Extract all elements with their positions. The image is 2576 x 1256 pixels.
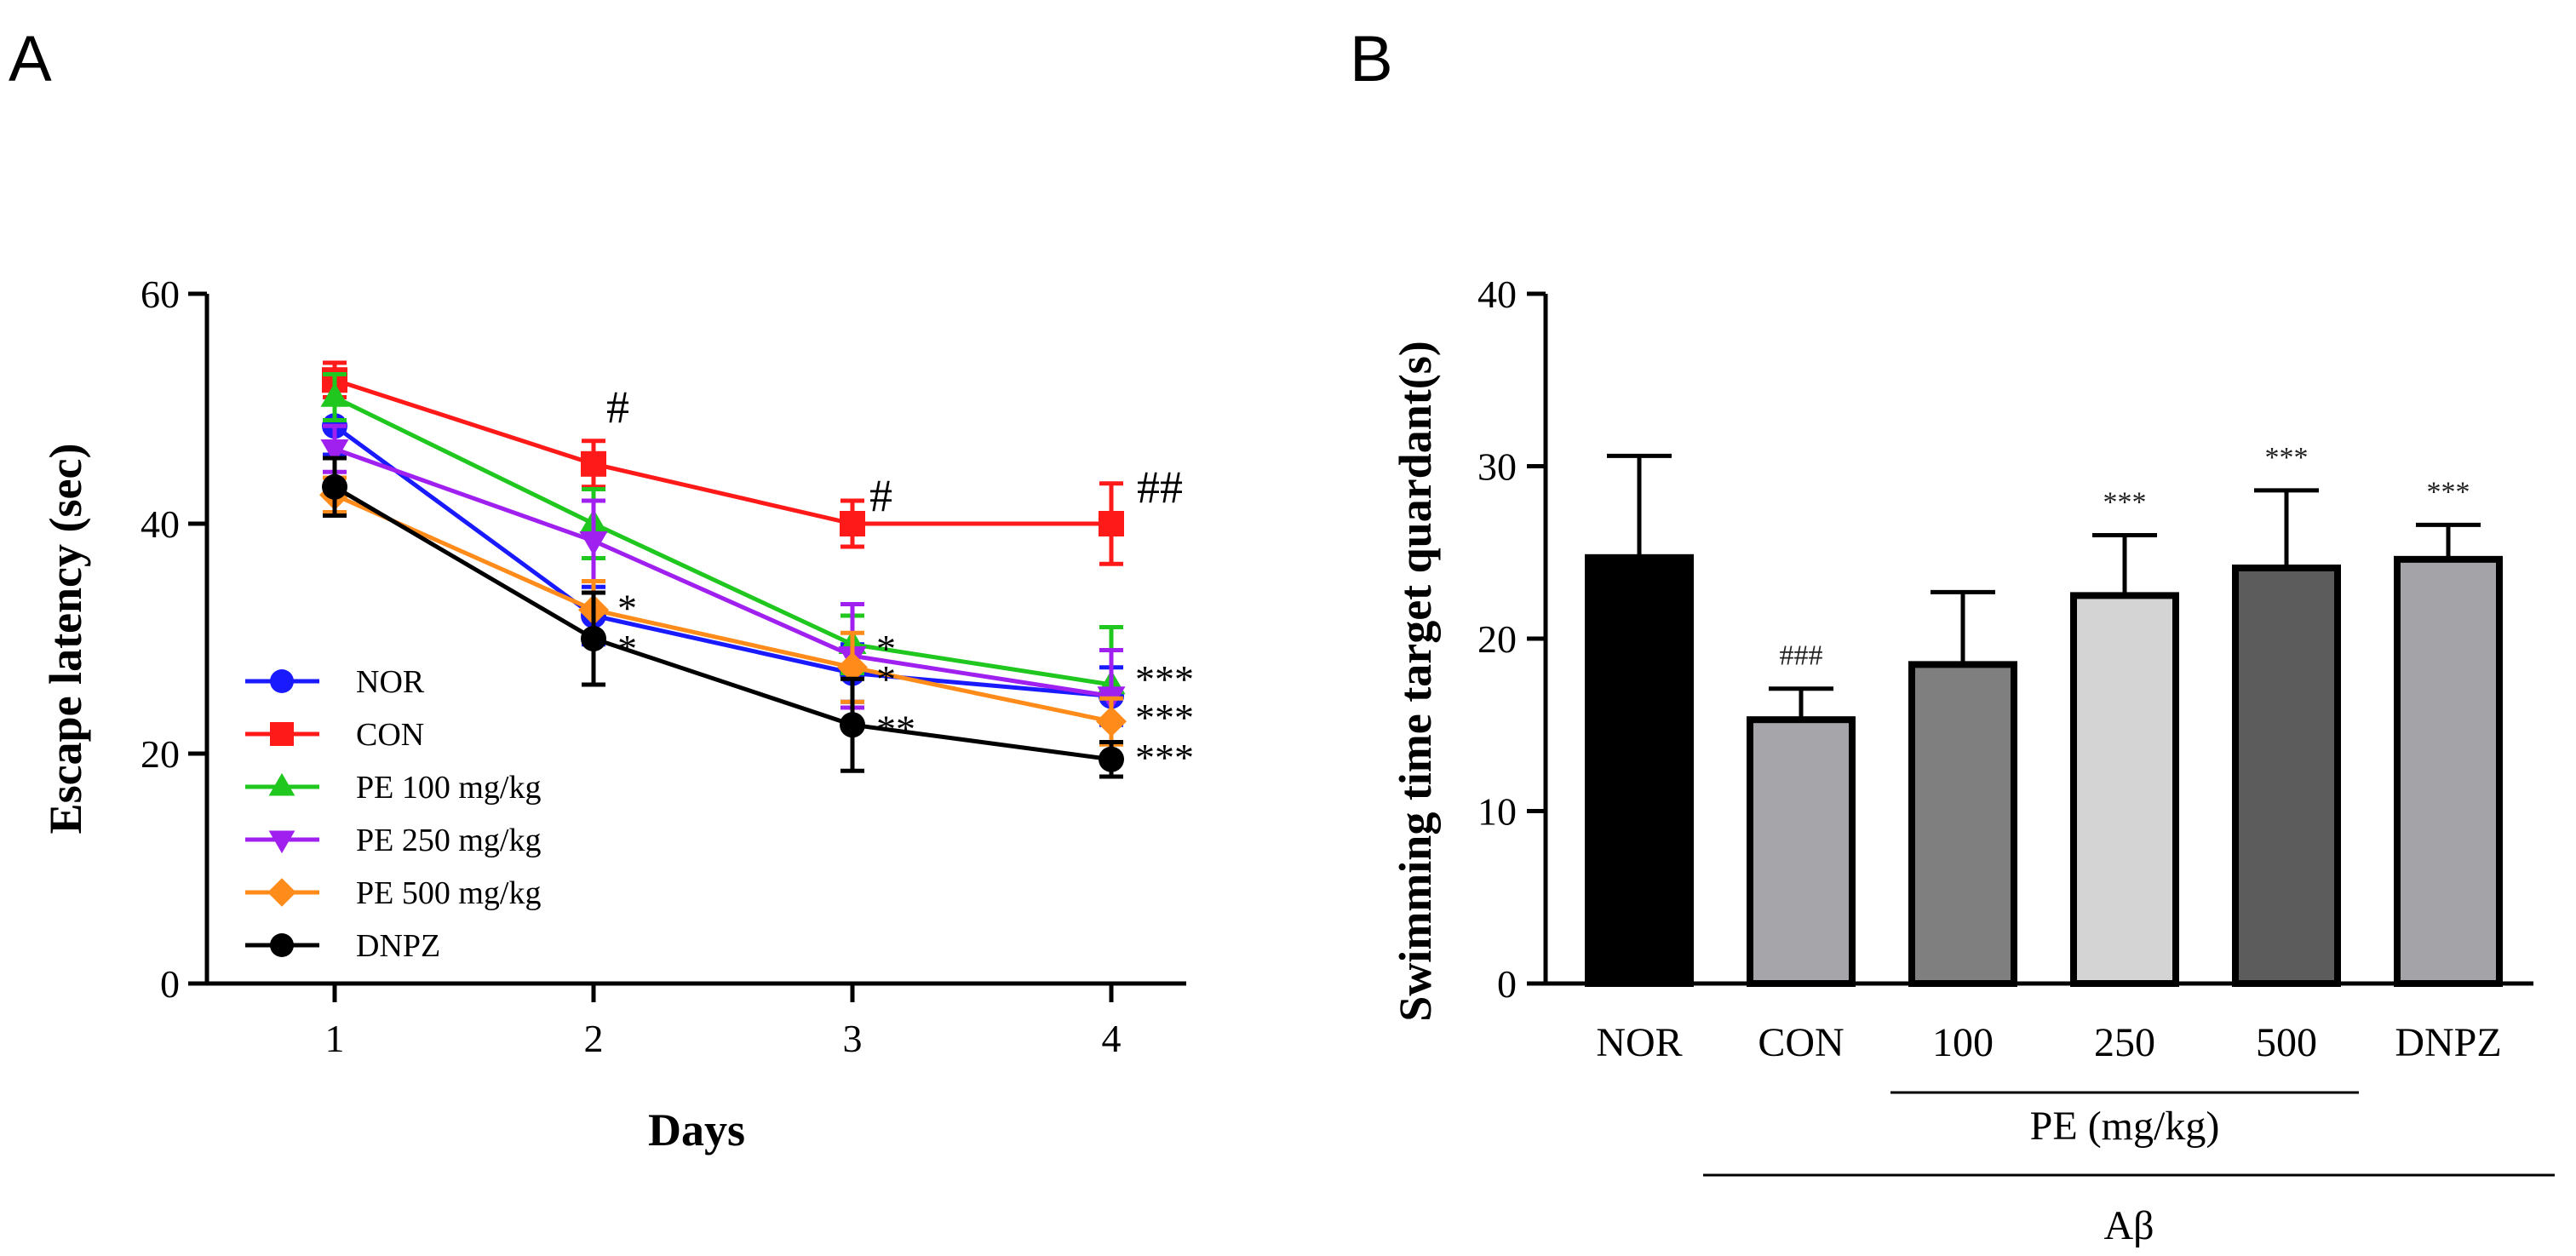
x-tick-label-a: 1 — [325, 1017, 345, 1060]
bar-group-dnpz: DNPZ *** — [2394, 476, 2503, 1065]
legend-label: CON — [356, 717, 424, 753]
category-label: DNPZ — [2395, 1020, 2501, 1065]
series-line — [333, 492, 1112, 724]
significance-marker: # — [606, 381, 629, 433]
category-label: NOR — [1596, 1020, 1682, 1065]
x-tick-label-a: 4 — [1102, 1017, 1122, 1060]
legend-marker — [270, 933, 294, 957]
legend-label: NOR — [356, 664, 425, 700]
group-label: Aβ — [2103, 1203, 2154, 1248]
significance-marker: * — [617, 627, 637, 670]
legend-label: DNPZ — [356, 928, 440, 964]
significance-marker: *** — [2103, 487, 2147, 519]
data-point — [320, 382, 349, 407]
y-axis-title-b: Swimming time target quardant(s) — [1390, 341, 1441, 1021]
legend-label: PE 500 mg/kg — [356, 875, 541, 911]
y-axis-title-a: Escape latency (sec) — [40, 444, 91, 834]
x-tick-label-a: 2 — [584, 1017, 604, 1060]
legend-marker — [268, 830, 295, 854]
significance-marker: *** — [2265, 442, 2309, 473]
series-line — [334, 446, 1112, 698]
bar — [1747, 716, 1856, 987]
significance-marker: *** — [1135, 657, 1194, 701]
y-tick-label-a: 20 — [141, 732, 180, 776]
x-tick-label-a: 3 — [843, 1017, 863, 1060]
data-point — [840, 712, 865, 738]
significance-marker: * — [876, 657, 896, 701]
series-line — [333, 424, 1112, 698]
bar — [2394, 555, 2503, 987]
series-line — [333, 395, 1112, 687]
y-tick-label-b: 40 — [1477, 272, 1517, 316]
data-point — [320, 439, 349, 464]
data-point — [581, 450, 606, 477]
line-chart-escape-latency: 0 20 40 60 1 2 3 4 Escape latency (sec) Days #… — [40, 272, 1194, 1156]
bar — [2070, 592, 2179, 987]
series-line — [333, 485, 1112, 762]
y-tick-label-a: 60 — [141, 272, 180, 316]
legend-marker — [267, 878, 296, 907]
y-tick-label-b: 0 — [1497, 962, 1517, 1006]
legend-label: PE 250 mg/kg — [356, 823, 541, 858]
bar-group-500: 500 *** — [2232, 442, 2341, 1065]
significance-marker: ### — [1780, 640, 1823, 672]
bar-group-nor: NOR — [1585, 453, 1694, 1065]
panel-b-label: B — [1350, 23, 1393, 95]
series-con — [322, 360, 1124, 566]
significance-marker: * — [617, 587, 637, 630]
y-tick-label-b: 10 — [1477, 790, 1517, 834]
category-label: 500 — [2256, 1020, 2317, 1065]
series-nor — [322, 395, 1124, 727]
legend-marker — [268, 772, 295, 796]
data-point — [579, 531, 608, 556]
data-point — [1096, 706, 1127, 737]
significance-marker: *** — [1135, 696, 1194, 739]
y-tick-label-a: 40 — [141, 502, 180, 546]
bar-chart-swimming-time: 0 10 20 30 40 Swimming time target quardant(… — [1390, 272, 2555, 1248]
y-tick-label-a: 0 — [160, 962, 180, 1006]
significance-marker: # — [869, 470, 892, 521]
significance-marker: ** — [876, 707, 915, 750]
series-pe-500-mg-kg — [319, 475, 1127, 747]
category-label: CON — [1758, 1020, 1844, 1065]
y-tick-label-b: 30 — [1477, 445, 1517, 489]
significance-marker: *** — [2427, 476, 2470, 508]
x-axis-title-a: Days — [648, 1104, 745, 1156]
data-point — [1099, 511, 1124, 536]
panel-a-label: A — [9, 23, 52, 95]
legend-marker — [270, 669, 294, 693]
significance-marker: *** — [1135, 736, 1194, 779]
data-point — [322, 473, 347, 500]
category-label: 100 — [1932, 1020, 1994, 1065]
bar-group-con: CON ### — [1747, 640, 1856, 1065]
data-point — [1099, 746, 1124, 772]
series-line — [334, 377, 1111, 526]
bar — [1908, 661, 2017, 987]
data-point — [581, 626, 606, 651]
legend: NOR CON PE 100 mg/kg PE 250 mg/kg PE 500 mg/… — [245, 664, 541, 964]
bar-group-100: 100 — [1908, 589, 2017, 1065]
legend-label: PE 100 mg/kg — [356, 770, 541, 806]
bar — [2232, 564, 2341, 987]
data-point — [837, 651, 868, 683]
data-point — [840, 511, 865, 536]
bar — [1585, 553, 1694, 987]
group-label: PE (mg/kg) — [2030, 1104, 2220, 1149]
bar-group-250: 250 *** — [2070, 487, 2179, 1065]
y-tick-label-b: 20 — [1477, 617, 1517, 661]
series-dnpz — [322, 456, 1124, 779]
category-label: 250 — [2094, 1020, 2155, 1065]
significance-marker: * — [876, 627, 896, 670]
significance-marker: ## — [1137, 462, 1183, 513]
legend-marker — [270, 722, 294, 746]
